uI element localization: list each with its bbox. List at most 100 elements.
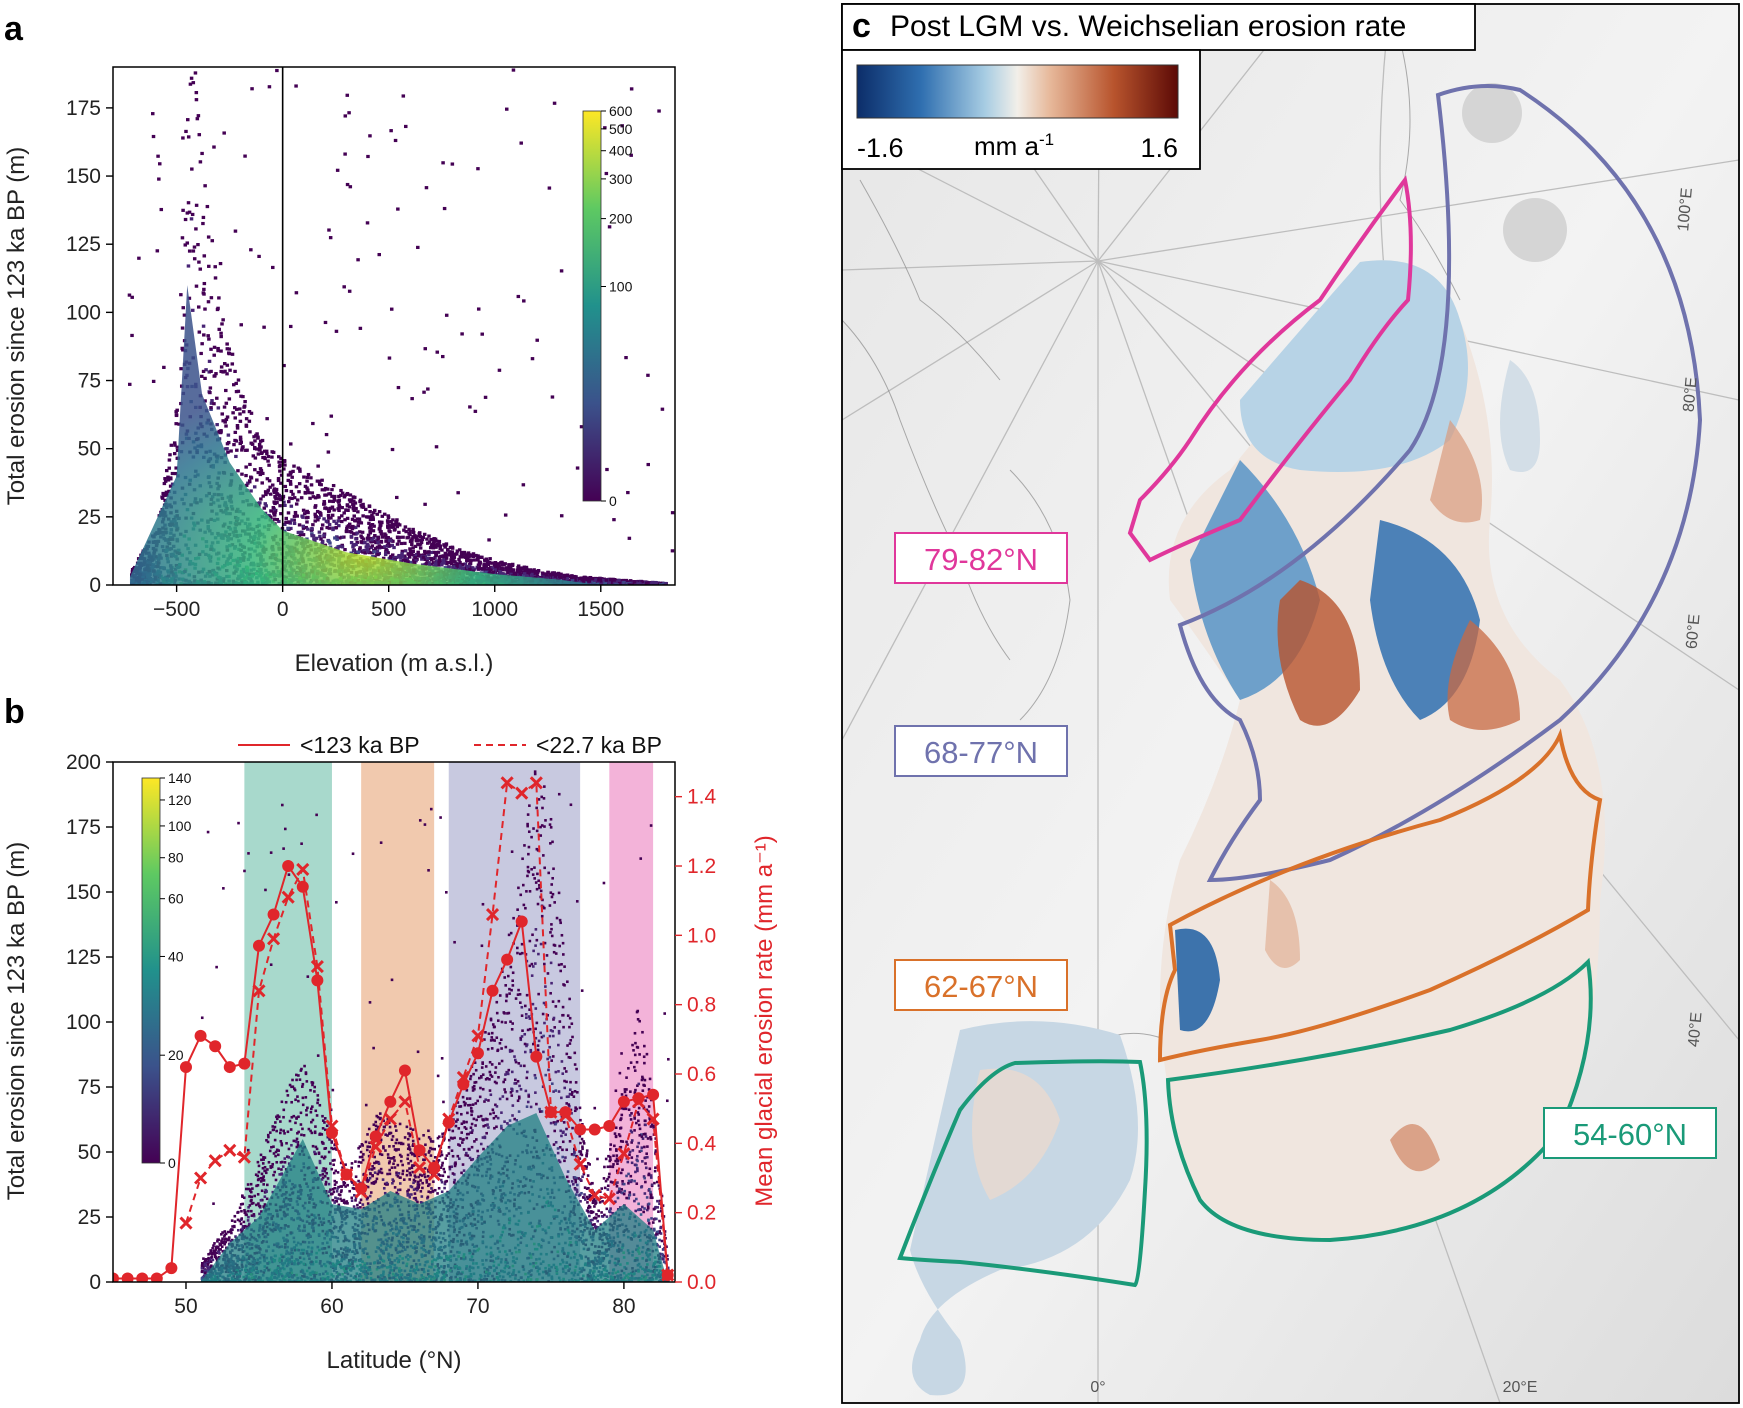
heatmap-cell [279, 456, 283, 460]
heatmap-cell [345, 182, 350, 187]
heatmap-cell [181, 306, 186, 310]
heatmap-cell [345, 491, 350, 496]
heatmap-cell [355, 531, 359, 535]
heatmap-cell [404, 530, 408, 534]
heatmap-cell [319, 527, 324, 531]
heatmap-cell [453, 560, 457, 564]
heatmap-cell [422, 390, 426, 394]
heatmap-cell [425, 537, 429, 541]
heatmap-cell [181, 348, 185, 352]
heatmap-cell [424, 562, 429, 566]
heatmap-cell [257, 442, 262, 447]
heatmap-cell [371, 555, 375, 559]
heatmap-cell [282, 459, 287, 463]
heatmap-cell [530, 572, 534, 576]
heatmap-cell [203, 399, 207, 403]
heatmap-cell [324, 493, 329, 497]
heatmap-cell [268, 492, 273, 496]
heatmap-cell [620, 124, 624, 128]
heatmap-cell [371, 511, 376, 515]
heatmap-cell [465, 558, 469, 563]
heatmap-cell [650, 580, 655, 585]
heatmap-cell [274, 496, 278, 501]
heatmap-cell [151, 134, 156, 139]
heatmap-cell [370, 538, 374, 542]
heatmap-cell [291, 469, 295, 473]
heatmap-cell [342, 535, 346, 539]
heatmap-cell [227, 347, 231, 351]
heatmap-cell [532, 568, 536, 572]
heatmap-cell [585, 577, 589, 581]
heatmap-cell [516, 294, 521, 299]
heatmap-cell [225, 347, 230, 351]
heatmap-cell [355, 517, 360, 521]
heatmap-cell [416, 550, 420, 554]
heatmap-cell [267, 479, 272, 483]
heatmap-cell [194, 98, 199, 102]
heatmap-cell [579, 425, 584, 429]
heatmap-cell [372, 508, 377, 513]
heatmap-cell [320, 478, 324, 482]
heatmap-cell [316, 464, 320, 468]
heatmap-cell [468, 405, 472, 409]
heatmap-cell [437, 539, 442, 544]
heatmap-cell [368, 515, 372, 519]
heatmap-cell [345, 525, 350, 529]
heatmap-cell [486, 567, 491, 571]
heatmap-cell [266, 459, 270, 463]
heatmap-cell [284, 520, 288, 524]
heatmap-cell [174, 422, 178, 426]
heatmap-cell [258, 467, 263, 471]
heatmap-cell [359, 540, 364, 544]
heatmap-cell [227, 397, 232, 401]
heatmap-cell [505, 567, 510, 571]
heatmap-cell [411, 546, 415, 550]
heatmap-cell [313, 539, 317, 543]
heatmap-cell [230, 362, 235, 366]
heatmap-cell [347, 505, 352, 509]
heatmap-cell [231, 411, 235, 415]
heatmap-cell [345, 516, 350, 520]
heatmap-cell [347, 522, 352, 526]
heatmap-cell [162, 493, 166, 498]
heatmap-cell [252, 435, 256, 439]
heatmap-cell [524, 565, 529, 570]
heatmap-cell [619, 579, 624, 583]
heatmap-cell [222, 131, 226, 135]
heatmap-cell [374, 541, 378, 545]
heatmap-cell [226, 440, 231, 445]
heatmap-cell [424, 186, 429, 190]
heatmap-cell [253, 456, 258, 460]
heatmap-cell [290, 518, 294, 522]
heatmap-cell [216, 306, 220, 310]
heatmap-cell [197, 260, 201, 264]
heatmap-cell [316, 518, 320, 522]
heatmap-cell [550, 395, 555, 399]
heatmap-cell [209, 401, 214, 405]
heatmap-cell [498, 570, 503, 575]
heatmap-cell [309, 476, 313, 480]
heatmap-cell [317, 530, 322, 534]
heatmap-cell [326, 450, 331, 454]
heatmap-cell [314, 536, 319, 540]
heatmap-cell [261, 494, 265, 498]
heatmap-cell [414, 535, 419, 539]
heatmap-cell [244, 465, 248, 469]
heatmap-cell [438, 546, 442, 551]
heatmap-cell [496, 562, 500, 566]
heatmap-cell [559, 572, 563, 576]
heatmap-cell [476, 554, 480, 558]
heatmap-cell [320, 539, 325, 543]
heatmap-cell [350, 517, 355, 521]
heatmap-cell [365, 547, 370, 551]
heatmap-cell [413, 544, 418, 548]
heatmap-cell [657, 109, 661, 113]
heatmap-cell [386, 521, 390, 525]
heatmap-cell [375, 549, 380, 553]
heatmap-cell [359, 503, 363, 507]
heatmap-cell [371, 515, 375, 519]
heatmap-cell [527, 573, 532, 578]
heatmap-cell [378, 545, 382, 549]
heatmap-cell [303, 490, 308, 495]
heatmap-cell [264, 504, 268, 508]
